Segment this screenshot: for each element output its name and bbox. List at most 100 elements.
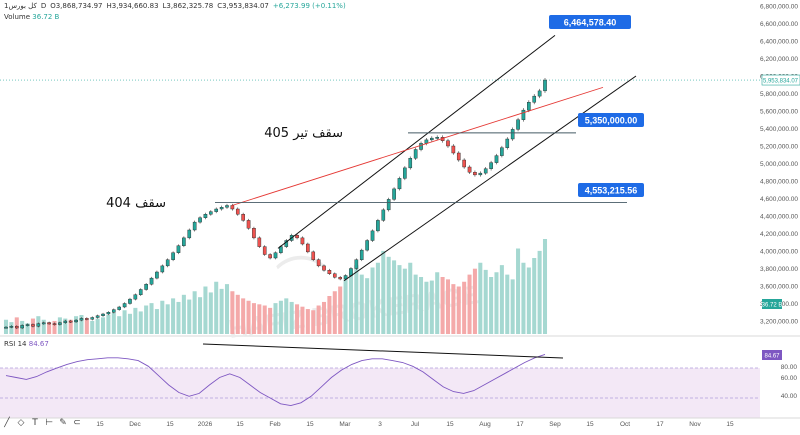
- candle: [413, 149, 418, 159]
- candle: [306, 243, 310, 253]
- volume-bar: [332, 291, 337, 334]
- candle: [138, 289, 143, 295]
- volume-bar: [370, 267, 375, 334]
- x-tick-label: 15: [306, 421, 314, 428]
- volume-bar: [219, 288, 224, 334]
- candle: [214, 208, 219, 212]
- volume-bar: [262, 305, 267, 334]
- candle: [386, 199, 391, 211]
- price-callout-label: 5,350,000.00: [585, 116, 638, 126]
- interval[interactable]: 1D: [4, 2, 47, 10]
- annotation-text-405: سقف تیر 405: [264, 126, 343, 141]
- measure-tool-icon[interactable]: ⊢: [45, 418, 53, 428]
- volume-tag-label: 36.72 B: [762, 303, 783, 309]
- text-tool-icon[interactable]: T: [32, 418, 38, 428]
- y-tick-label: 5,800,000.00: [760, 91, 798, 98]
- ohlc-close: C3,953,834.07: [217, 2, 269, 10]
- y-tick-label: 5,400,000.00: [760, 126, 798, 133]
- line-tool-icon[interactable]: ╱: [4, 418, 10, 428]
- candle: [376, 220, 380, 232]
- volume-bar: [138, 311, 143, 334]
- candle: [165, 259, 170, 267]
- price-callout-box: [578, 113, 644, 127]
- volume-bar: [68, 319, 73, 334]
- candle: [343, 275, 348, 280]
- x-tick-label: 2026: [198, 421, 213, 428]
- rsi-label: RSI 14: [4, 340, 27, 348]
- volume-value: 36.72 B: [32, 13, 60, 21]
- last-price-tag: [761, 74, 800, 86]
- y-tick-label: 6,200,000.00: [760, 56, 798, 63]
- symbol-name[interactable]: کل بورس: [8, 2, 37, 10]
- rsi-tick-label: 60.00: [781, 375, 798, 382]
- y-tick-label: 6,400,000.00: [760, 39, 798, 46]
- volume-bar: [348, 272, 353, 334]
- volume-bar: [273, 303, 278, 334]
- volume-bar: [63, 318, 68, 334]
- volume-bar: [79, 315, 84, 334]
- volume-bar: [516, 248, 521, 334]
- candle: [241, 214, 245, 221]
- volume-bar: [176, 301, 181, 334]
- volume-bar: [235, 294, 240, 334]
- volume-bar: [208, 292, 213, 334]
- volume-bar: [241, 298, 246, 334]
- candle: [122, 303, 127, 308]
- volume-bar: [305, 309, 310, 334]
- x-tick-label: Oct: [620, 421, 630, 428]
- price-callout-box: [549, 15, 631, 29]
- rsi-tick-label: 80.00: [781, 364, 798, 371]
- x-tick-label: 17: [516, 421, 524, 428]
- volume-bar: [41, 319, 46, 334]
- candle: [128, 298, 132, 304]
- candle: [106, 312, 111, 315]
- volume-bar: [117, 316, 122, 334]
- volume-bar: [300, 306, 305, 334]
- volume-bar: [74, 316, 79, 334]
- candle: [327, 270, 332, 274]
- volume-bar: [84, 319, 89, 334]
- volume-bar: [284, 298, 289, 334]
- candle: [332, 273, 337, 278]
- rsi-legend: RSI 14 84.67: [4, 340, 49, 348]
- volume-bar: [278, 300, 283, 334]
- volume-bar: [149, 303, 154, 334]
- candle: [435, 137, 440, 139]
- candle: [489, 162, 493, 169]
- candle: [446, 140, 450, 147]
- volume-bar: [467, 274, 472, 334]
- candle: [467, 166, 472, 173]
- x-tick-label: Sep: [549, 421, 561, 428]
- candle: [219, 207, 224, 210]
- red-trendline: [231, 86, 604, 206]
- candle: [85, 318, 89, 320]
- y-tick-label: 4,800,000.00: [760, 179, 798, 186]
- candle: [4, 326, 8, 329]
- volume-bar: [375, 262, 380, 334]
- candle: [510, 129, 515, 140]
- candle: [483, 168, 488, 174]
- shape-tool-icon[interactable]: ◇: [17, 418, 25, 428]
- candle: [63, 320, 68, 323]
- brush-tool-icon[interactable]: ✎: [59, 418, 67, 428]
- chart-header: کل بورس1D O3,868,734.97 H3,934,660.83 L3,86…: [4, 2, 350, 10]
- ohlc-low: L3,862,325.78: [162, 2, 214, 10]
- volume-bar: [133, 307, 138, 334]
- candle: [462, 159, 466, 168]
- volume-bar: [230, 291, 235, 334]
- rsi-tag: [762, 350, 782, 360]
- x-tick-label: Feb: [269, 421, 281, 428]
- volume-bar: [478, 262, 483, 334]
- magnet-icon[interactable]: ⊂: [73, 418, 81, 428]
- candle: [365, 240, 369, 251]
- y-tick-label: 5,000,000.00: [760, 161, 798, 168]
- last-price-label: 5,953,834.07: [763, 79, 799, 85]
- volume-bar: [144, 305, 149, 334]
- candle: [133, 294, 138, 300]
- candle: [209, 211, 213, 215]
- volume-bar: [268, 307, 273, 334]
- candle: [36, 323, 41, 327]
- volume-bar: [122, 310, 127, 334]
- volume-bar: [499, 265, 504, 334]
